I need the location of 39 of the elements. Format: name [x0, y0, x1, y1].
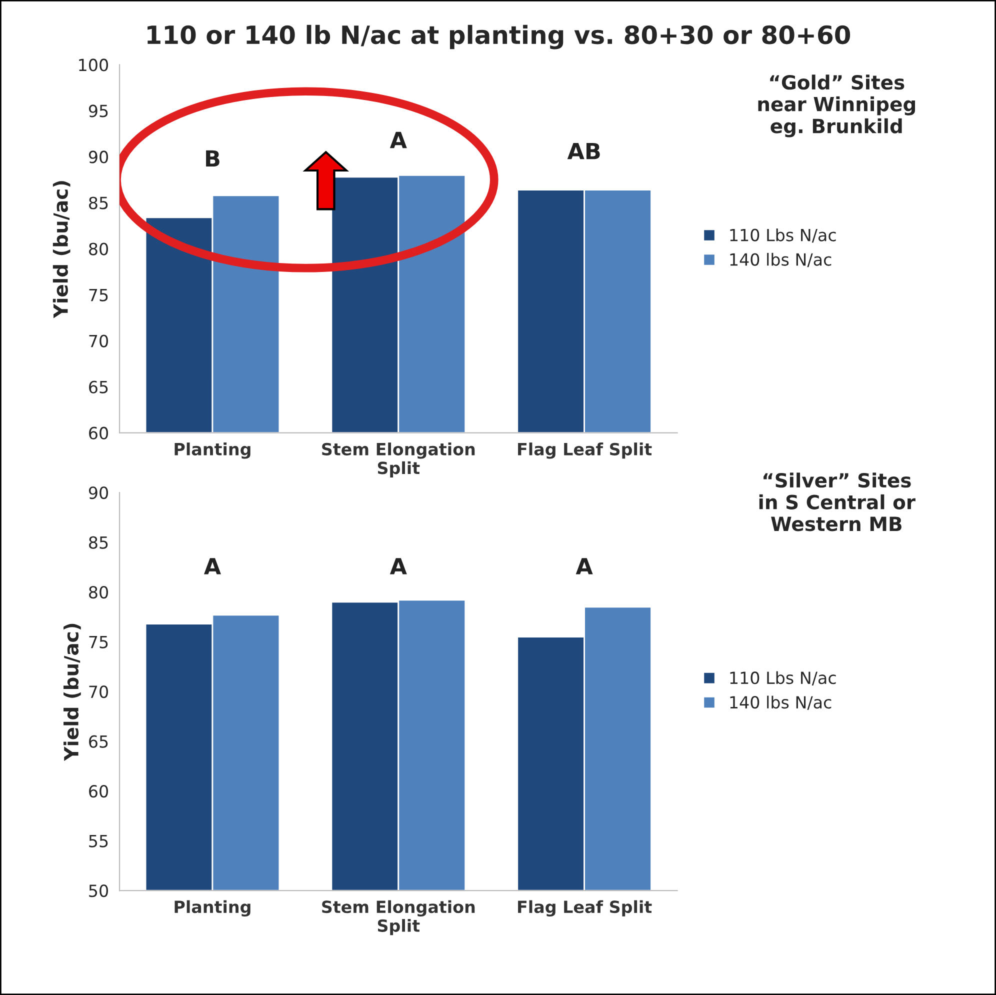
- x-tick-label: Flag Leaf Split: [518, 900, 652, 917]
- y-tick-label: 50: [89, 884, 108, 898]
- annotation: A: [204, 558, 221, 574]
- annotation: A: [576, 558, 593, 574]
- y-tick-label: 75: [89, 288, 108, 302]
- legend-label: 140 lbs N/ac: [730, 252, 832, 268]
- text: “Silver” Sites in S Central or Western MB: [759, 472, 916, 532]
- annotation: AB: [567, 142, 600, 160]
- y-axis-title: Yield (bu/ac): [52, 181, 70, 318]
- y-tick-label: 60: [89, 784, 108, 798]
- text: “Gold” Sites near Winnipeg eg. Brunkild: [758, 74, 916, 138]
- y-tick-label: 80: [89, 242, 108, 256]
- y-tick-label: 100: [79, 58, 108, 72]
- y-axis-title: Yield (bu/ac): [64, 624, 81, 761]
- y-tick-label: 90: [88, 486, 108, 500]
- legend-label: 110 Lbs N/ac: [730, 671, 836, 686]
- annotation: A: [390, 132, 407, 148]
- annotation: B: [206, 150, 220, 167]
- legend-label: 110 Lbs N/ac: [730, 228, 836, 243]
- y-tick-label: 95: [88, 104, 108, 118]
- y-tick-label: 85: [89, 196, 108, 210]
- y-tick-label: 65: [89, 735, 108, 748]
- y-tick-label: 85: [89, 536, 108, 549]
- y-tick-label: 60: [89, 426, 108, 440]
- x-tick-label: Planting: [174, 442, 250, 459]
- y-tick-label: 70: [89, 685, 108, 698]
- y-tick-label: 70: [89, 334, 108, 348]
- y-tick-label: 65: [89, 380, 108, 394]
- y-tick-label: 75: [89, 636, 108, 648]
- legend-label: 140 lbs N/ac: [730, 696, 832, 710]
- x-tick-label: Planting: [174, 900, 250, 917]
- y-tick-label: 80: [89, 586, 108, 599]
- y-tick-label: 90: [88, 150, 108, 164]
- x-tick-label: Stem Elongation Split: [322, 442, 475, 478]
- chart-title: 110 or 140 lb N/ac at planting vs. 80+30 or 80+60: [148, 24, 850, 50]
- annotation: A: [390, 558, 407, 574]
- y-tick-label: 55: [89, 834, 108, 848]
- x-tick-label: Flag Leaf Split: [518, 442, 652, 459]
- x-tick-label: Stem Elongation Split: [322, 900, 475, 936]
